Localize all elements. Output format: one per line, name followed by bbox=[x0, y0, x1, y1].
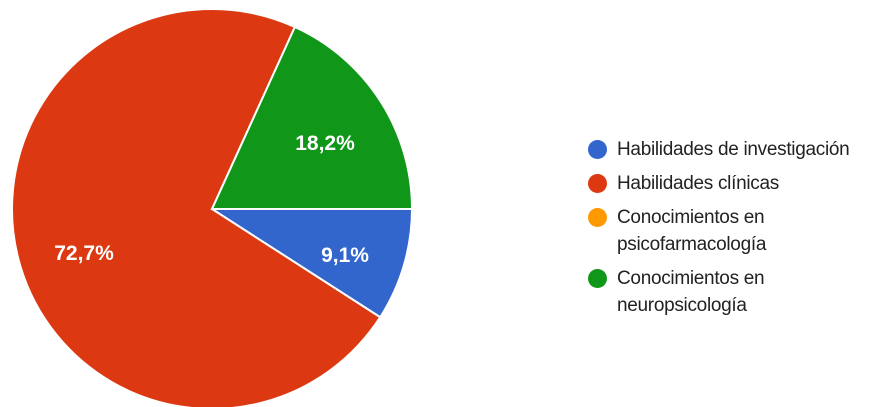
legend-item-neuropsicologia[interactable]: Conocimientos en neuropsicología bbox=[588, 265, 874, 319]
legend-swatch-psicofarmacologia bbox=[588, 208, 607, 227]
chart-legend: Habilidades de investigación Habilidades… bbox=[588, 136, 874, 326]
legend-swatch-clinicas bbox=[588, 174, 607, 193]
legend-swatch-investigacion bbox=[588, 140, 607, 159]
legend-item-investigacion[interactable]: Habilidades de investigación bbox=[588, 136, 874, 163]
legend-label-psicofarmacologia: Conocimientos en psicofarmacología bbox=[617, 207, 767, 255]
legend-label-investigacion: Habilidades de investigación bbox=[617, 139, 850, 160]
legend-label-clinicas: Habilidades clínicas bbox=[617, 173, 779, 194]
slice-clinicas[interactable] bbox=[11, 8, 382, 407]
slice-label-neuropsicologia: 18,2% bbox=[295, 132, 355, 155]
legend-label-neuropsicologia: Conocimientos en neuropsicología bbox=[617, 268, 765, 316]
legend-swatch-neuropsicologia bbox=[588, 269, 607, 288]
pie-slice-labels: 9,1% 72,7% 18,2% bbox=[54, 132, 369, 267]
pie-slices bbox=[11, 8, 414, 407]
slice-neuropsicologia[interactable] bbox=[210, 25, 414, 210]
slice-investigacion[interactable] bbox=[208, 208, 414, 319]
slice-label-investigacion: 9,1% bbox=[321, 244, 369, 267]
legend-item-clinicas[interactable]: Habilidades clínicas bbox=[588, 170, 874, 197]
legend-item-psicofarmacologia[interactable]: Conocimientos en psicofarmacología bbox=[588, 204, 874, 258]
slice-label-clinicas: 72,7% bbox=[54, 242, 114, 265]
